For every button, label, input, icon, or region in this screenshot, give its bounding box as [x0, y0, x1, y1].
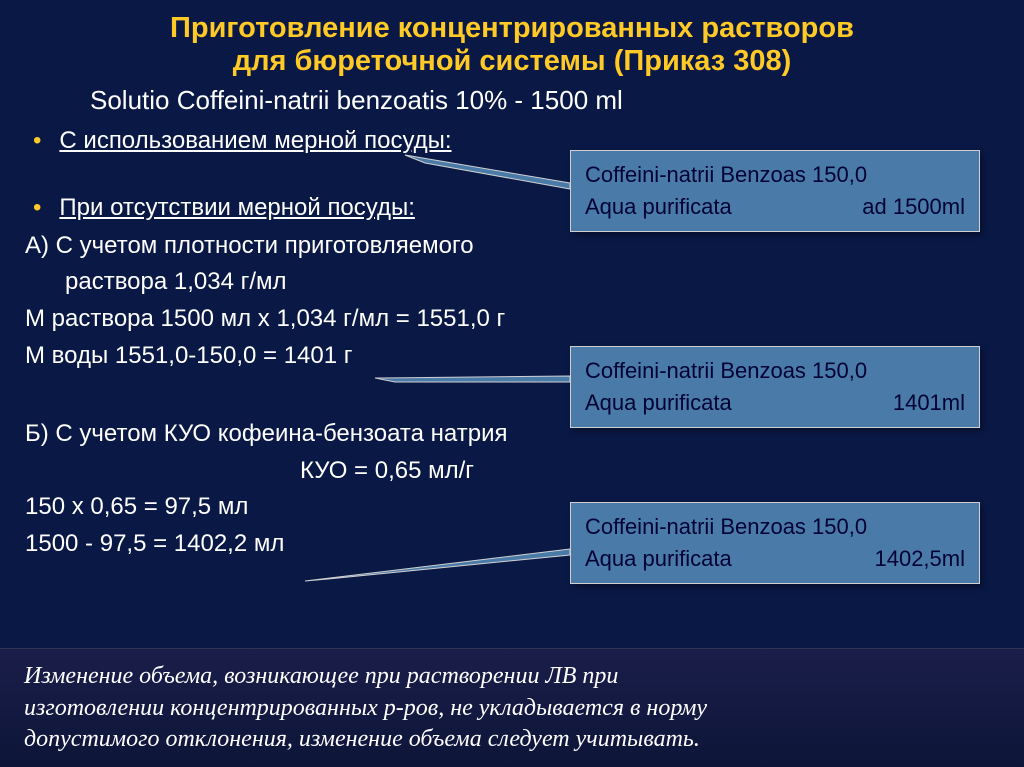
- bullet-icon: •: [33, 124, 41, 158]
- bullet-icon: •: [33, 191, 41, 225]
- line-a3: М раствора 1500 мл х 1,034 г/мл = 1551,0…: [25, 302, 1004, 336]
- footer-note: Изменение объема, возникающее при раство…: [0, 648, 1024, 767]
- callout-1-line-1: Coffeini-natrii Benzoas 150,0: [585, 159, 965, 191]
- callout-2-line-2b: 1401ml: [893, 387, 965, 419]
- callout-1-line-2b: ad 1500ml: [862, 191, 965, 223]
- footer-line-1: Изменение объема, возникающее при раство…: [24, 661, 1000, 692]
- bullet-1-text: С использованием мерной посуды:: [59, 124, 451, 158]
- callout-1-line-2a: Aqua purificata: [585, 191, 732, 223]
- callout-3-line-2a: Aqua purificata: [585, 543, 732, 575]
- bullet-2-text: При отсутствии мерной посуды:: [59, 191, 415, 225]
- callout-3-line-2b: 1402,5ml: [874, 543, 965, 575]
- title-line-1: Приготовление концентрированных растворо…: [170, 12, 854, 44]
- callout-3-line-1: Coffeini-natrii Benzoas 150,0: [585, 511, 965, 543]
- line-a2: раствора 1,034 г/мл: [65, 265, 1004, 299]
- arrow-icon: [300, 545, 575, 595]
- callout-3: Coffeini-natrii Benzoas 150,0 Aqua purif…: [570, 502, 980, 584]
- subtitle: Solutio Coffeini-natrii benzoatis 10% - …: [0, 83, 1024, 124]
- line-a1: А) С учетом плотности приготовляемого: [25, 229, 1004, 263]
- callout-2-line-2a: Aqua purificata: [585, 387, 732, 419]
- callout-2: Coffeini-natrii Benzoas 150,0 Aqua purif…: [570, 346, 980, 428]
- arrow-icon: [370, 370, 575, 410]
- title-line-2: для бюреточной системы (Приказ 308): [233, 45, 792, 77]
- slide-title: Приготовление концентрированных растворо…: [0, 0, 1024, 83]
- arrow-icon: [395, 143, 575, 203]
- footer-line-3: допустимого отклонения, изменение объема…: [24, 724, 1000, 755]
- callout-1: Coffeini-natrii Benzoas 150,0 Aqua purif…: [570, 150, 980, 232]
- callout-2-line-1: Coffeini-natrii Benzoas 150,0: [585, 355, 965, 387]
- footer-line-2: изготовлении концентрированных р-ров, не…: [24, 693, 1000, 724]
- line-b2: КУО = 0,65 мл/г: [300, 454, 1004, 488]
